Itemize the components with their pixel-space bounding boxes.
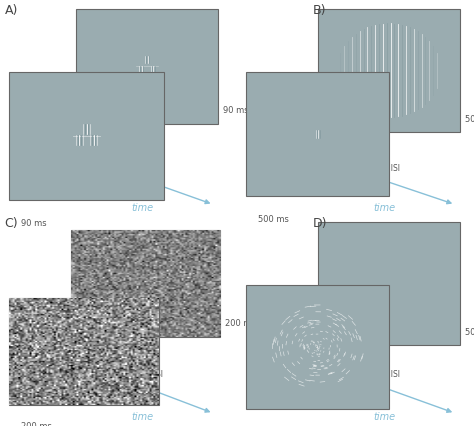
Bar (318, 9, 460, 132)
Text: 500 ms: 500 ms (258, 215, 289, 224)
Text: 500 ms ISI: 500 ms ISI (123, 370, 163, 379)
Bar (246, 72, 389, 196)
Text: 90 ms: 90 ms (223, 106, 248, 115)
Text: 200 ms: 200 ms (21, 422, 52, 426)
Text: 500 ms: 500 ms (465, 328, 474, 337)
Text: time: time (131, 203, 153, 213)
Text: B): B) (313, 4, 326, 17)
Text: 500 ms ISI: 500 ms ISI (123, 164, 163, 173)
Bar (76, 9, 218, 124)
Text: C): C) (5, 217, 18, 230)
Bar (9, 298, 159, 405)
Text: time: time (131, 412, 153, 422)
Text: D): D) (313, 217, 328, 230)
Text: time: time (373, 412, 395, 422)
Text: 90 ms: 90 ms (21, 219, 47, 228)
Text: 500 ms ISI: 500 ms ISI (360, 370, 400, 379)
Bar (9, 72, 164, 200)
Bar (246, 285, 389, 409)
Text: 500 ms: 500 ms (465, 115, 474, 124)
Bar (318, 222, 460, 345)
Bar (71, 230, 220, 337)
Text: 200 ms: 200 ms (225, 319, 256, 328)
Text: 500 ms ISI: 500 ms ISI (360, 164, 400, 173)
Text: time: time (373, 203, 395, 213)
Text: A): A) (5, 4, 18, 17)
